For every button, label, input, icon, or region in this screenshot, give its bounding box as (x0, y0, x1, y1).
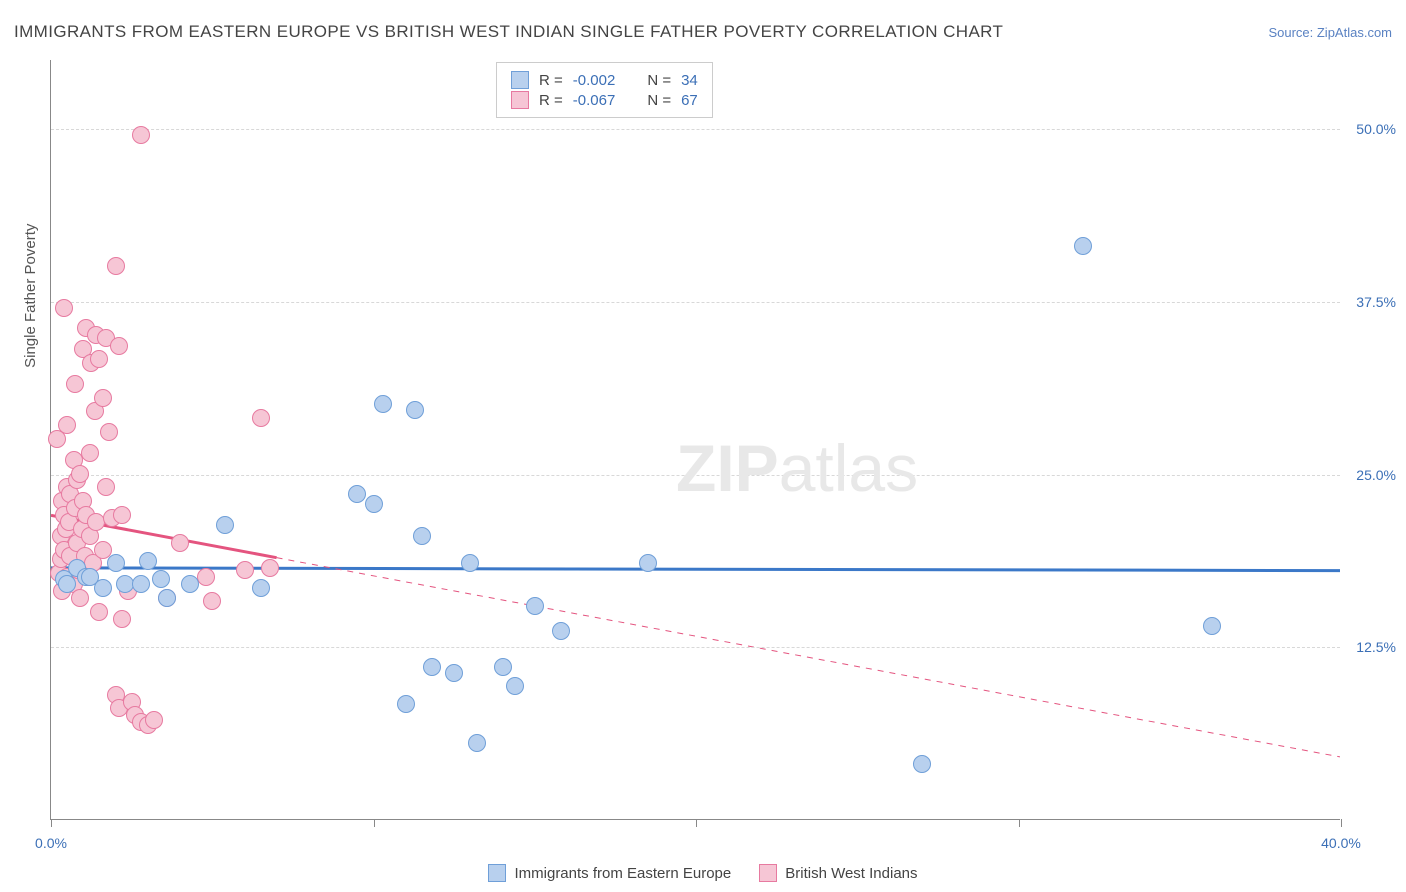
series-legend: Immigrants from Eastern Europe British W… (0, 864, 1406, 882)
n-value: 67 (681, 92, 698, 109)
x-tick (51, 819, 52, 827)
data-point-a (506, 677, 524, 695)
data-point-b (97, 478, 115, 496)
r-label: R = (539, 92, 563, 109)
data-point-a (397, 695, 415, 713)
data-point-a (494, 658, 512, 676)
n-value: 34 (681, 72, 698, 89)
data-point-b (203, 592, 221, 610)
data-point-b (252, 409, 270, 427)
trend-line-b (277, 558, 1340, 757)
r-value: -0.067 (573, 92, 616, 109)
data-point-b (110, 337, 128, 355)
data-point-b (94, 389, 112, 407)
data-point-a (461, 554, 479, 572)
x-tick (1019, 819, 1020, 827)
y-tick-label: 12.5% (1356, 639, 1396, 655)
data-point-b (66, 375, 84, 393)
data-point-a (639, 554, 657, 572)
data-point-a (181, 575, 199, 593)
y-tick-label: 50.0% (1356, 121, 1396, 137)
gridline (51, 302, 1340, 303)
r-label: R = (539, 72, 563, 89)
gridline (51, 475, 1340, 476)
data-point-a (139, 552, 157, 570)
data-point-a (413, 527, 431, 545)
data-point-a (526, 597, 544, 615)
swatch-b (511, 91, 529, 109)
data-point-b (90, 350, 108, 368)
x-tick-label: 40.0% (1321, 835, 1361, 851)
data-point-a (107, 554, 125, 572)
y-tick-label: 25.0% (1356, 467, 1396, 483)
data-point-a (423, 658, 441, 676)
trend-lines (51, 60, 1340, 819)
data-point-b (107, 257, 125, 275)
data-point-a (252, 579, 270, 597)
data-point-a (552, 622, 570, 640)
data-point-b (171, 534, 189, 552)
data-point-b (113, 610, 131, 628)
data-point-b (132, 126, 150, 144)
x-tick (1341, 819, 1342, 827)
data-point-a (374, 395, 392, 413)
data-point-a (406, 401, 424, 419)
chart-title: IMMIGRANTS FROM EASTERN EUROPE VS BRITIS… (14, 22, 1003, 42)
source-link[interactable]: Source: ZipAtlas.com (1268, 25, 1392, 40)
legend-swatch-b (759, 864, 777, 882)
legend-swatch-a (488, 864, 506, 882)
data-point-a (468, 734, 486, 752)
legend-label-a: Immigrants from Eastern Europe (514, 865, 731, 882)
data-point-a (445, 664, 463, 682)
corr-row-b: R = -0.067 N = 67 (511, 91, 698, 109)
scatter-plot: 12.5%25.0%37.5%50.0%0.0%40.0%ZIPatlasR =… (50, 60, 1340, 820)
data-point-b (58, 416, 76, 434)
data-point-b (197, 568, 215, 586)
data-point-b (55, 299, 73, 317)
data-point-b (145, 711, 163, 729)
data-point-b (81, 444, 99, 462)
n-label: N = (647, 72, 671, 89)
data-point-a (94, 579, 112, 597)
data-point-a (1074, 237, 1092, 255)
data-point-b (100, 423, 118, 441)
watermark: ZIPatlas (676, 430, 918, 506)
data-point-b (261, 559, 279, 577)
legend-label-b: British West Indians (785, 865, 917, 882)
data-point-b (90, 603, 108, 621)
r-value: -0.002 (573, 72, 616, 89)
swatch-a (511, 71, 529, 89)
data-point-a (365, 495, 383, 513)
x-tick-label: 0.0% (35, 835, 67, 851)
data-point-a (132, 575, 150, 593)
y-axis-label: Single Father Poverty (22, 224, 39, 368)
n-label: N = (647, 92, 671, 109)
corr-row-a: R = -0.002 N = 34 (511, 71, 698, 89)
data-point-b (113, 506, 131, 524)
data-point-a (1203, 617, 1221, 635)
correlation-box: R = -0.002 N = 34 R = -0.067 N = 67 (496, 62, 713, 118)
data-point-a (216, 516, 234, 534)
legend-item-b: British West Indians (759, 864, 917, 882)
data-point-a (58, 575, 76, 593)
data-point-b (71, 465, 89, 483)
data-point-a (158, 589, 176, 607)
data-point-b (236, 561, 254, 579)
data-point-b (71, 589, 89, 607)
gridline (51, 647, 1340, 648)
data-point-a (152, 570, 170, 588)
x-tick (374, 819, 375, 827)
y-tick-label: 37.5% (1356, 294, 1396, 310)
x-tick (696, 819, 697, 827)
data-point-a (348, 485, 366, 503)
legend-item-a: Immigrants from Eastern Europe (488, 864, 731, 882)
data-point-a (913, 755, 931, 773)
gridline (51, 129, 1340, 130)
